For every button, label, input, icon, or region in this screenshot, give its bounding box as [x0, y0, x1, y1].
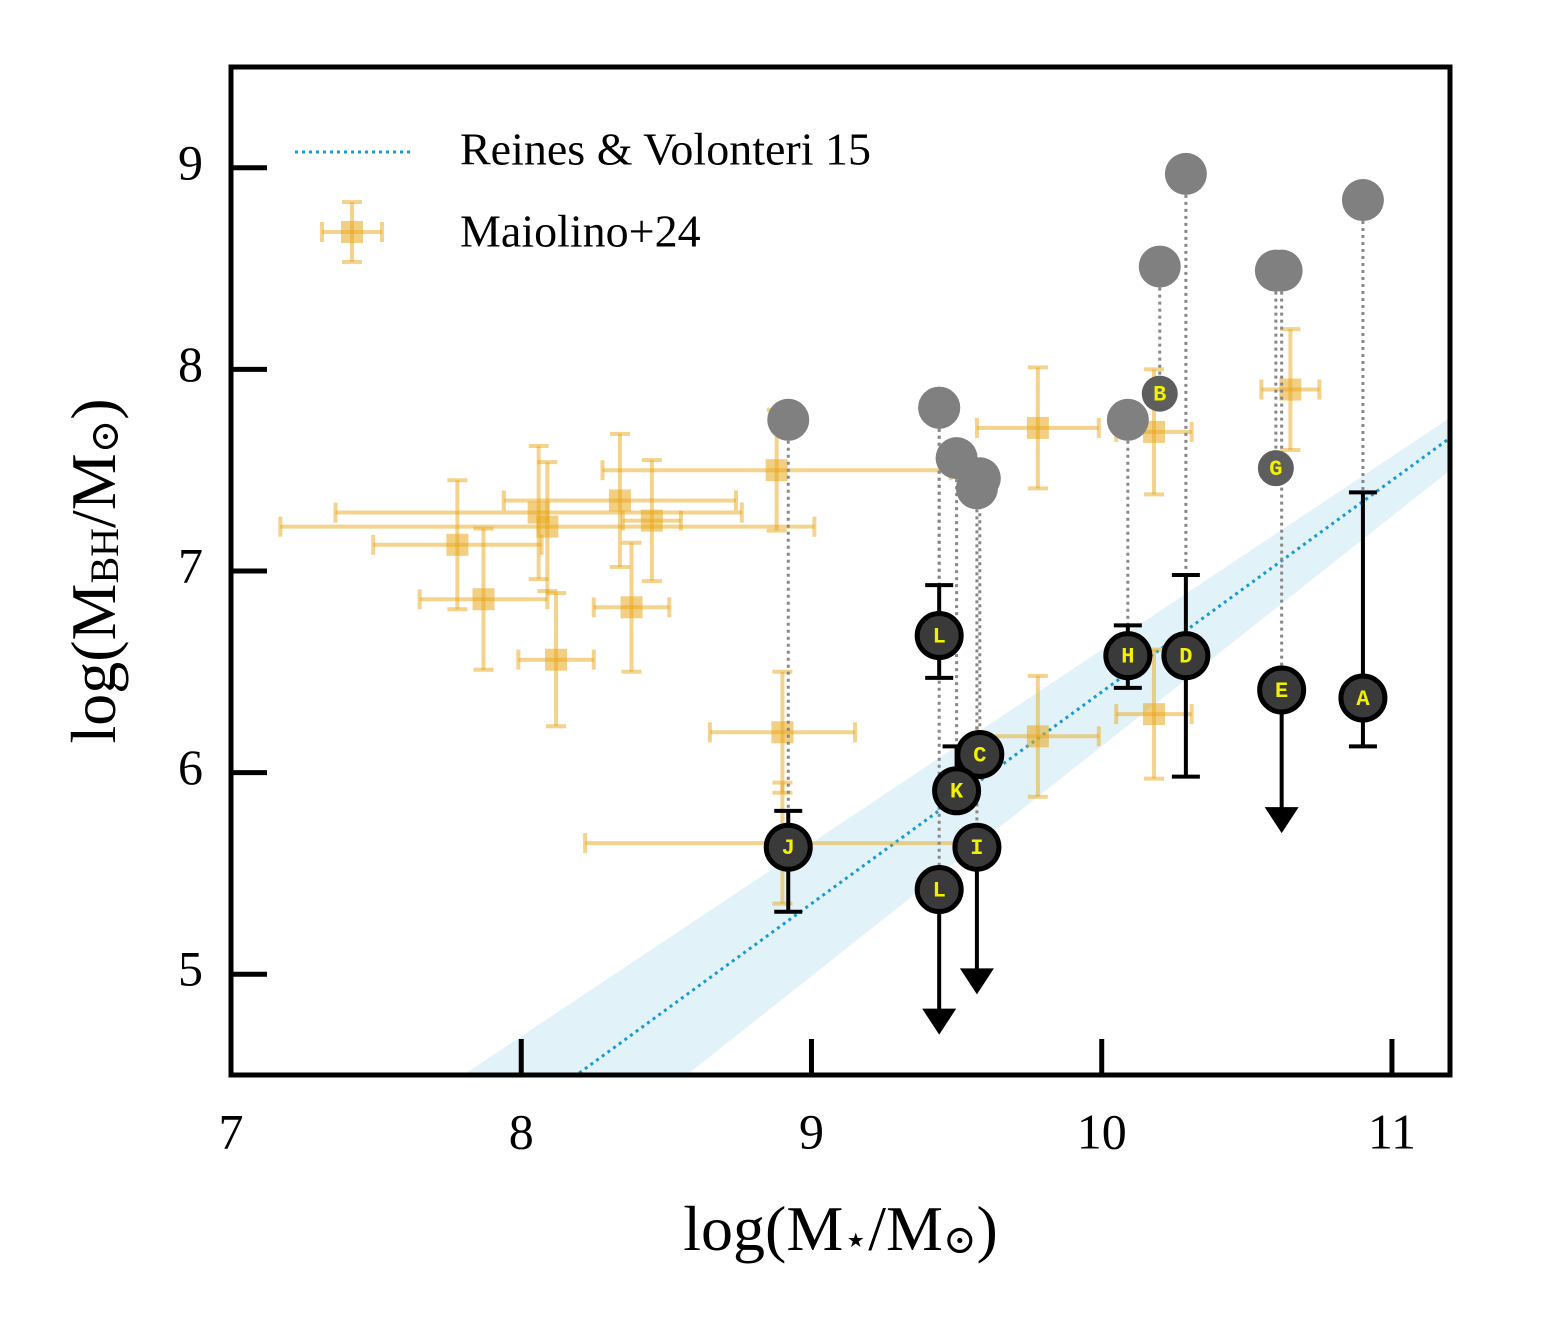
y-axis-label: log(MBH/M⊙) — [58, 398, 129, 743]
object-point — [914, 611, 964, 661]
axis-label-part: /M — [58, 453, 129, 528]
y-tick-label: 8 — [178, 336, 203, 392]
x-tick-label: 10 — [1077, 1103, 1127, 1159]
axis-label-subscript: BH — [82, 528, 127, 584]
arrow-head — [959, 968, 994, 995]
object-label: B — [1153, 382, 1166, 407]
object-point — [1257, 665, 1307, 715]
maiolino-point — [1026, 725, 1049, 748]
axis-label-part: ) — [58, 398, 129, 419]
y-tick-label: 7 — [178, 537, 203, 593]
axis-label-subscript: ⋆ — [843, 1217, 868, 1262]
object-point — [1338, 673, 1388, 723]
maiolino-point — [472, 588, 495, 611]
object-point — [914, 865, 964, 915]
object-label: E — [1275, 679, 1288, 704]
maiolino-point — [545, 648, 568, 671]
maiolino-point — [341, 221, 363, 243]
upper-estimate — [1341, 179, 1384, 222]
y-tick-label: 9 — [178, 134, 203, 190]
object-label: L — [933, 878, 946, 903]
object-label: G — [1269, 457, 1282, 482]
object-label: I — [970, 836, 983, 861]
maiolino-point — [608, 489, 631, 512]
object-point — [1103, 631, 1153, 681]
axis-label-part: log(M — [58, 584, 129, 744]
object-point — [1161, 631, 1211, 681]
axis-label-subscript: ⊙ — [82, 420, 127, 454]
object-label: C — [973, 743, 986, 768]
object-point — [955, 729, 1005, 779]
x-tick-label: 8 — [509, 1103, 534, 1159]
maiolino-point — [765, 459, 788, 482]
axis-label-part: /M — [868, 1193, 943, 1264]
x-axis-label: log(M⋆/M⊙) — [683, 1193, 998, 1264]
legend-marker — [320, 200, 384, 264]
axis-label-part: ) — [976, 1193, 997, 1264]
object-label: J — [782, 836, 795, 861]
maiolino-point — [640, 509, 663, 532]
maiolino-point — [1142, 703, 1165, 726]
maiolino-point — [1026, 416, 1049, 439]
axis-label-part: log(M — [683, 1193, 843, 1264]
x-tick-label: 9 — [799, 1103, 824, 1159]
maiolino-point — [1279, 378, 1302, 401]
plot-area: A B C D E G H I J K L L — [278, 152, 1450, 1075]
object-point — [952, 822, 1002, 872]
object-point — [932, 766, 982, 816]
x-tick-label: 11 — [1368, 1103, 1416, 1159]
axis-label-subscript: ⊙ — [943, 1217, 977, 1262]
scatter-band — [463, 417, 1450, 1075]
upper-estimate — [1138, 245, 1181, 288]
upper-estimate — [1164, 152, 1207, 195]
maiolino-point — [536, 515, 559, 538]
upper-estimate — [955, 467, 998, 510]
object-label: A — [1356, 687, 1370, 712]
upper-estimate — [935, 437, 978, 480]
object-label: L — [933, 624, 946, 649]
object-label: H — [1121, 644, 1134, 669]
y-tick-label: 6 — [178, 739, 203, 795]
upper-estimate — [1254, 249, 1297, 292]
object-point — [763, 822, 813, 872]
arrow-head — [1264, 807, 1299, 834]
upper-estimate — [1106, 398, 1149, 441]
y-tick-label: 5 — [178, 941, 203, 997]
legend-label: Maiolino+24 — [460, 206, 701, 257]
object-label: D — [1179, 644, 1192, 669]
maiolino-point — [771, 721, 794, 744]
maiolino-point — [1142, 420, 1165, 443]
object-point — [1141, 375, 1178, 412]
upper-estimate — [767, 398, 810, 441]
maiolino-point — [446, 533, 469, 556]
x-tick-label: 7 — [219, 1103, 244, 1159]
maiolino-point — [620, 596, 643, 619]
arrow-head — [922, 1008, 957, 1035]
object-point — [1257, 450, 1294, 487]
legend-label: Reines & Volonteri 15 — [460, 124, 871, 175]
object-label: K — [950, 780, 964, 805]
relation-line — [578, 436, 1450, 1075]
upper-estimate — [918, 386, 961, 429]
